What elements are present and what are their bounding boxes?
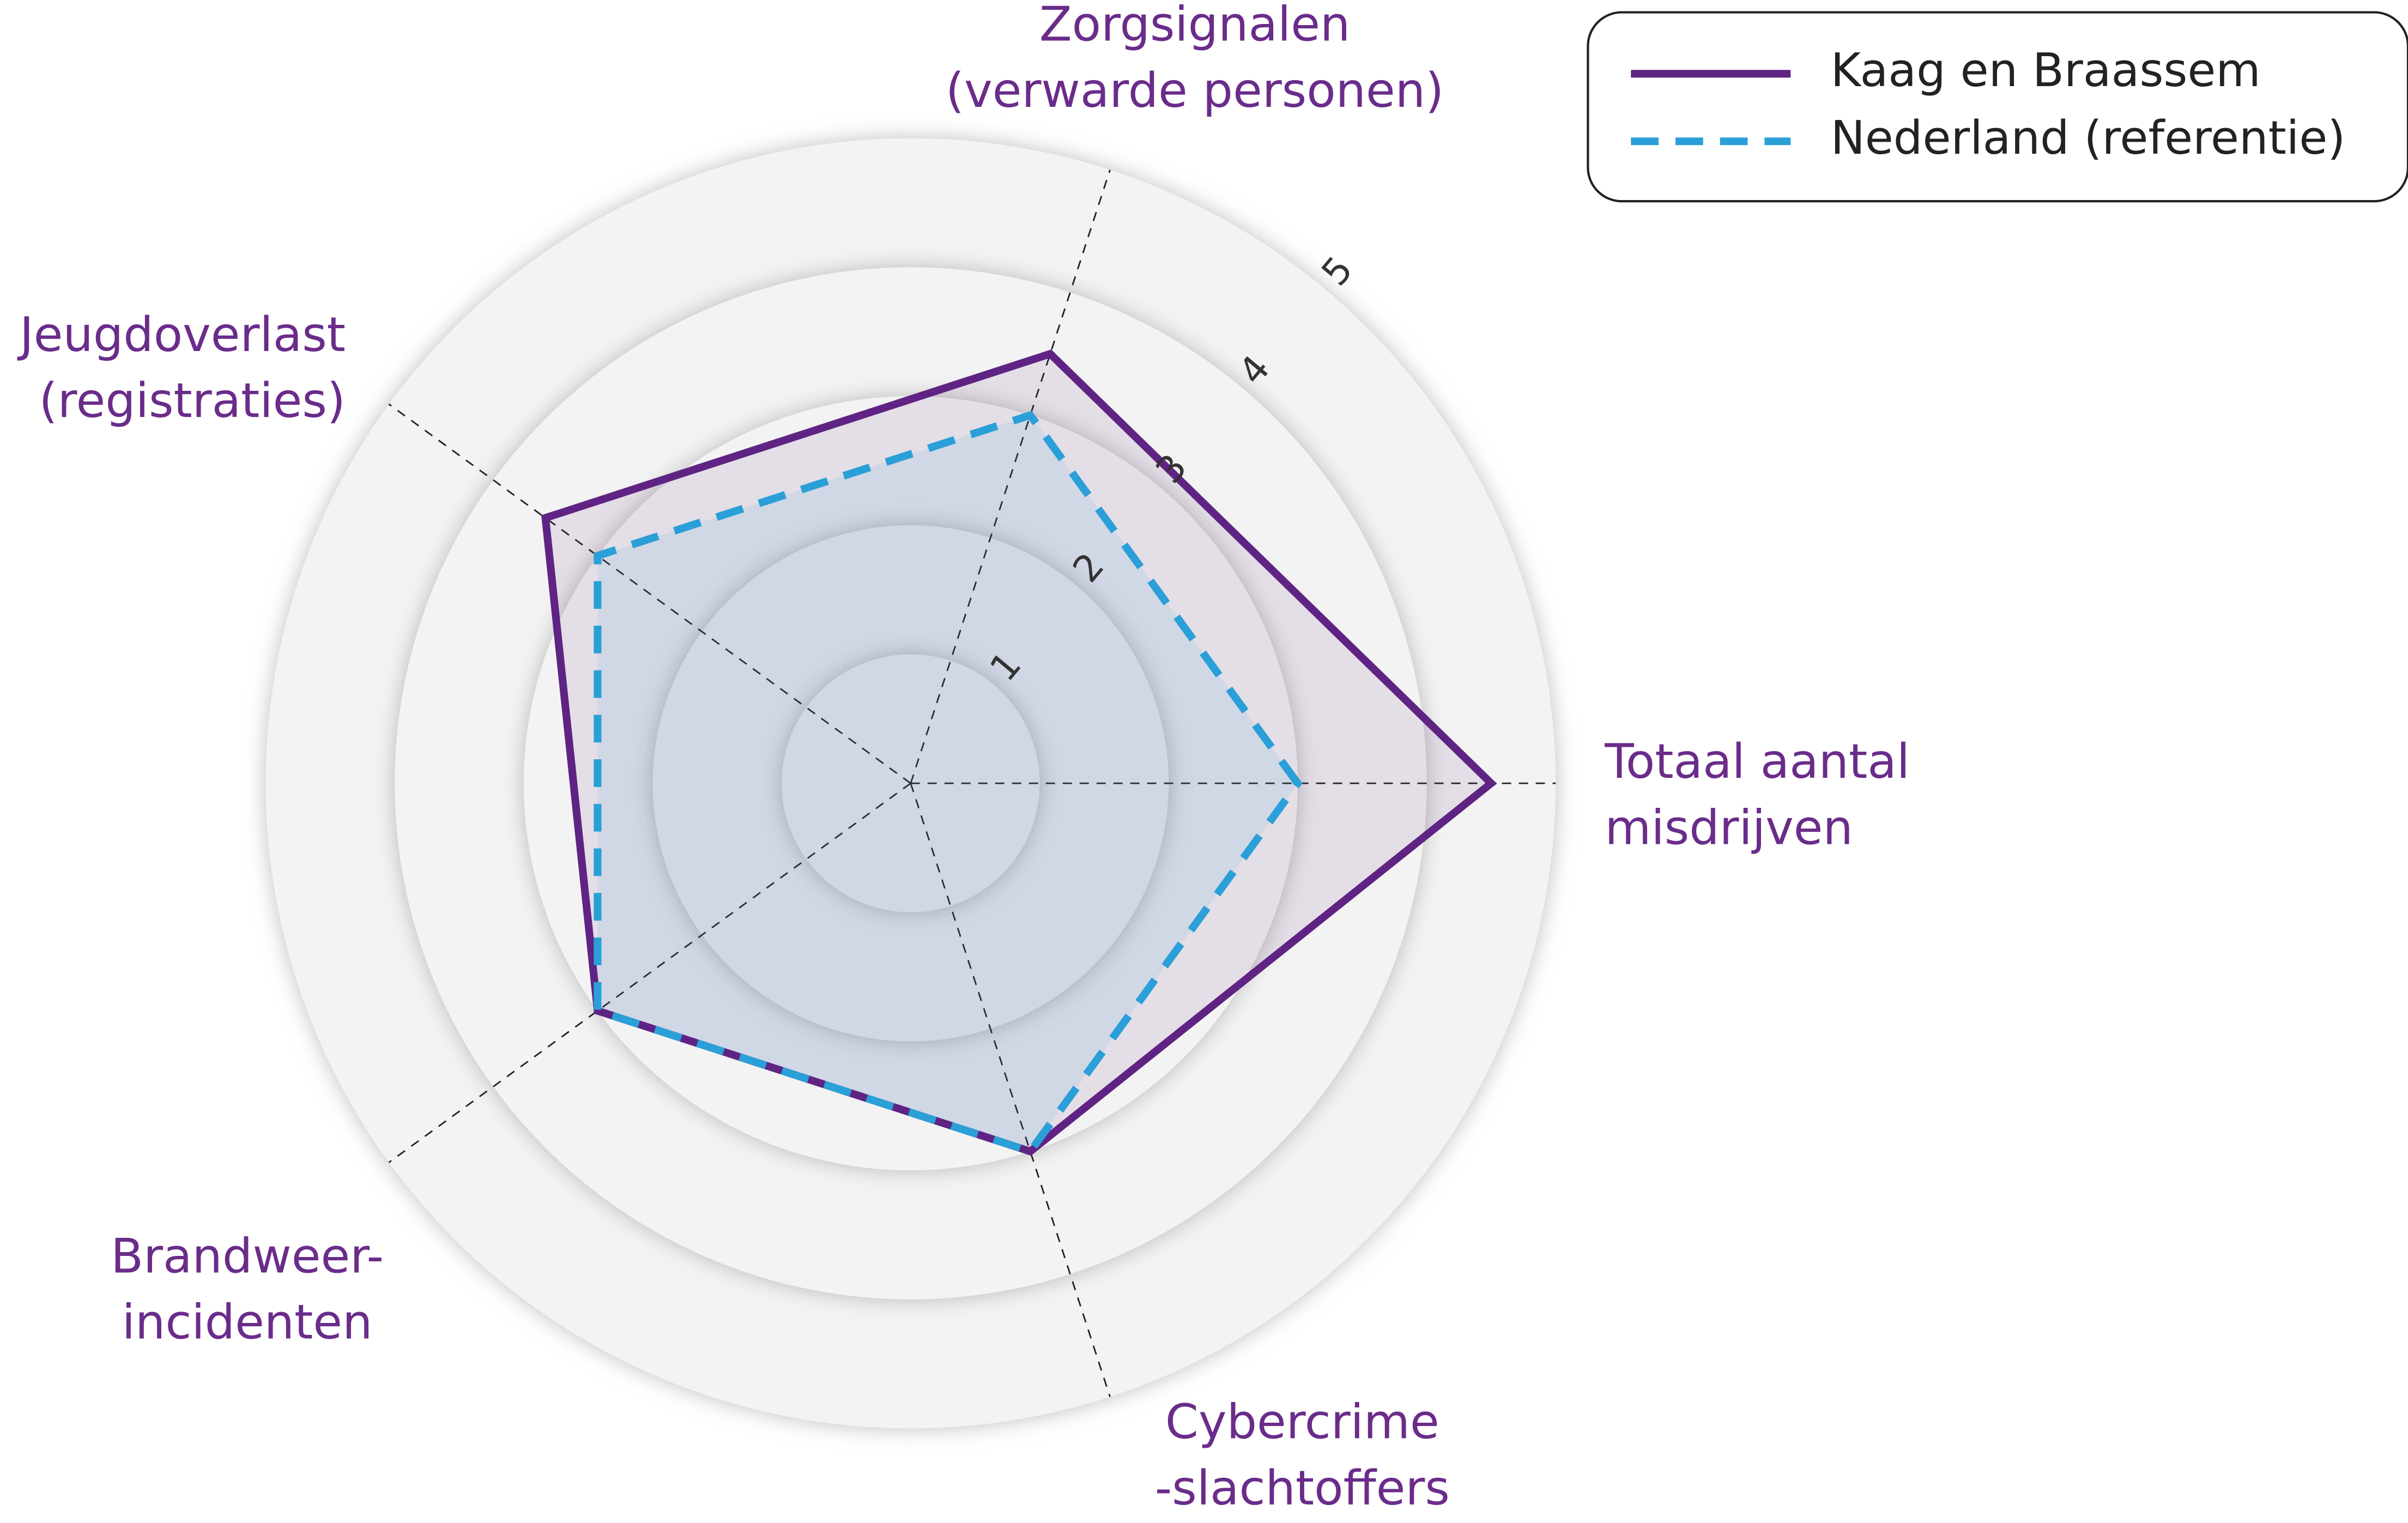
axis-line: [388, 782, 911, 1163]
category-label: (verwarde personen): [946, 63, 1444, 118]
legend-label: Nederland (referentie): [1831, 111, 2346, 165]
axis-line: [388, 403, 911, 784]
category-label: Cybercrime: [1165, 1394, 1439, 1450]
series-line: [594, 410, 1303, 1156]
category-label: incidenten: [122, 1295, 373, 1350]
category-label: -slachtoffers: [1155, 1460, 1450, 1516]
category-label: misdrijven: [1605, 800, 1853, 855]
axis-line: [910, 170, 1111, 784]
category-label: Brandweer-: [111, 1228, 384, 1284]
legend-label: Kaag en Braassem: [1831, 44, 2261, 97]
category-label: Jeugdoverlast: [17, 307, 346, 362]
category-label: Totaal aantal: [1604, 734, 1910, 789]
category-label: (registraties): [39, 373, 346, 428]
category-label: Zorgsignalen: [1039, 0, 1350, 52]
legend-box: [1587, 11, 2408, 203]
axis-line: [910, 783, 1111, 1397]
series-line: [541, 349, 1497, 1156]
series-area: [597, 415, 1298, 1152]
